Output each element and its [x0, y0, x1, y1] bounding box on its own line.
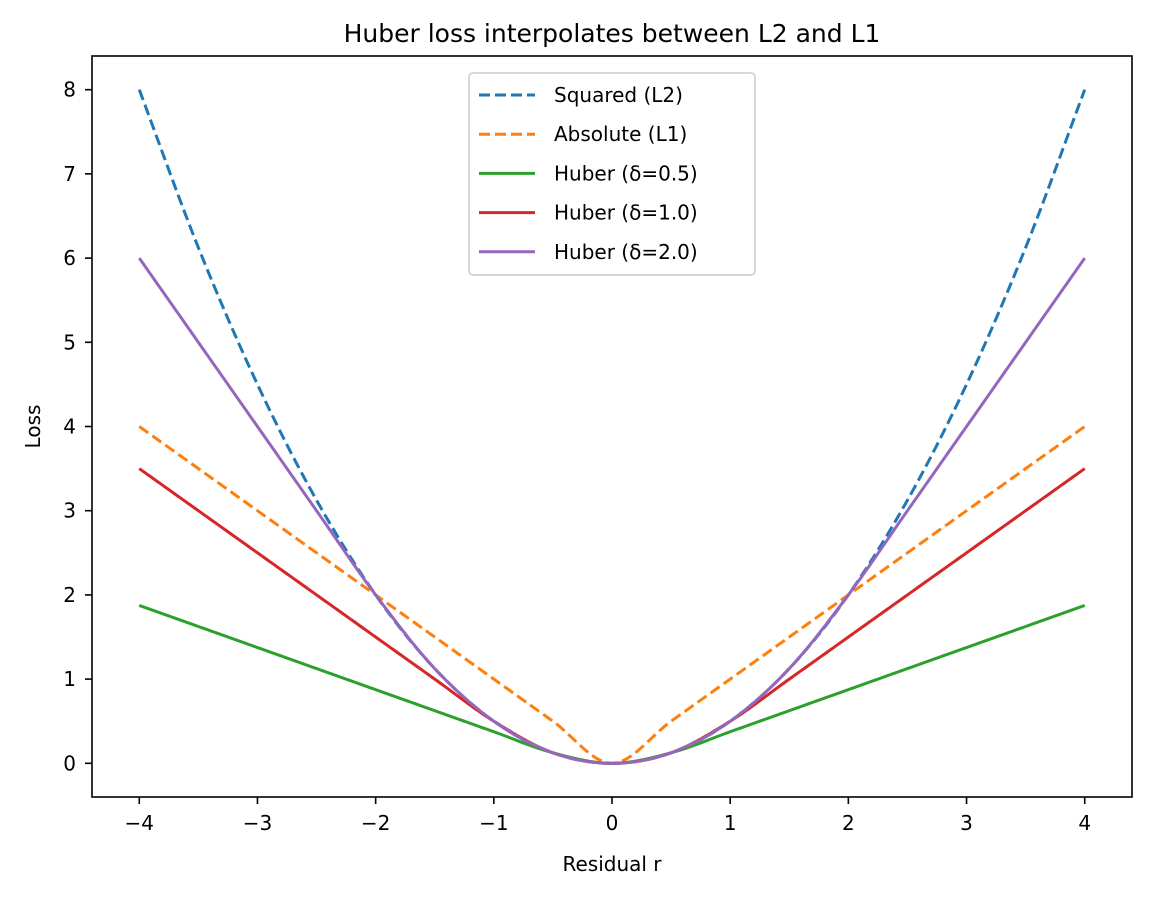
x-tick-label: 4: [1078, 811, 1091, 835]
series-line-5: [138, 257, 1086, 765]
x-tick-label: 2: [842, 811, 855, 835]
series-line-1: [137, 89, 1087, 765]
x-tick-label: −2: [361, 811, 390, 835]
y-axis-ticks: 0 1 2 3 4 5 6 7 8: [63, 78, 92, 775]
x-tick-label: −3: [243, 811, 272, 835]
legend-label: Huber (δ=2.0): [554, 240, 698, 264]
y-tick-label: 6: [63, 246, 76, 270]
legend-label: Huber (δ=1.0): [554, 201, 698, 225]
y-tick-label: 1: [63, 667, 76, 691]
legend-label: Huber (δ=0.5): [554, 161, 698, 185]
y-tick-label: 2: [63, 583, 76, 607]
x-tick-label: 0: [606, 811, 619, 835]
legend: Squared (L2) Absolute (L1) Huber (δ=0.5) Hu…: [468, 72, 756, 276]
x-tick-label: 3: [960, 811, 973, 835]
y-tick-label: 8: [63, 78, 76, 102]
legend-label: Squared (L2): [554, 83, 683, 107]
x-axis-label: Residual r: [562, 852, 662, 876]
legend-label: Absolute (L1): [554, 122, 687, 146]
y-tick-label: 0: [63, 751, 76, 775]
y-tick-label: 4: [63, 415, 76, 439]
x-axis-ticks: −4 −3 −2 −1 0 1 2 3 4: [125, 797, 1091, 835]
x-tick-label: −1: [479, 811, 508, 835]
y-tick-label: 3: [63, 499, 76, 523]
chart-title: Huber loss interpolates between L2 and L…: [344, 19, 881, 48]
y-axis-label: Loss: [21, 405, 45, 449]
x-tick-label: 1: [724, 811, 737, 835]
plot-lines: [137, 89, 1087, 765]
y-tick-label: 7: [63, 162, 76, 186]
x-tick-label: −4: [125, 811, 154, 835]
legend-box: [468, 72, 756, 276]
y-tick-label: 5: [63, 330, 76, 354]
